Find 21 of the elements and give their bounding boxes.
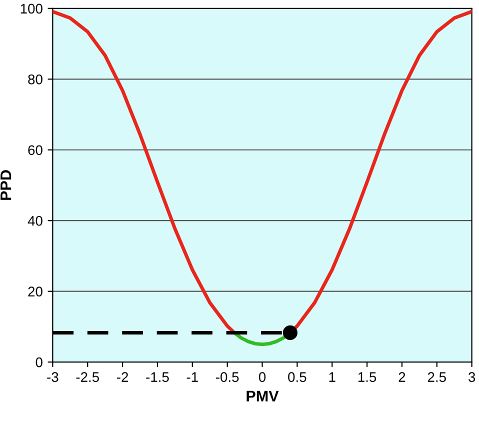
x-tick-label: -2 — [116, 372, 128, 382]
x-axis-title: PMV — [246, 390, 279, 402]
x-tick-label: 0.5 — [288, 372, 306, 382]
y-tick-label: 80 — [28, 74, 42, 84]
y-tick-label: 0 — [36, 357, 42, 368]
x-tick-label: 1 — [329, 372, 336, 382]
y-tick-label: 40 — [28, 216, 42, 226]
y-tick-label: 60 — [28, 145, 42, 156]
x-tick-label: -0.5 — [216, 372, 239, 382]
x-tick-label: -1.5 — [146, 372, 169, 382]
y-tick-label: 20 — [28, 286, 42, 296]
x-tick-label: 2 — [398, 372, 406, 382]
y-axis-title: PPD — [0, 170, 12, 200]
x-tick-label: 1.5 — [358, 372, 376, 382]
x-tick-label: 2.5 — [428, 372, 446, 382]
y-tick-label: 100 — [20, 4, 42, 14]
x-tick-label: -1 — [186, 372, 198, 382]
x-tick-label: -2.5 — [76, 372, 99, 382]
x-tick-label: 0 — [258, 372, 266, 382]
x-tick-label: 3 — [468, 372, 476, 382]
x-tick-label: -3 — [47, 372, 58, 382]
